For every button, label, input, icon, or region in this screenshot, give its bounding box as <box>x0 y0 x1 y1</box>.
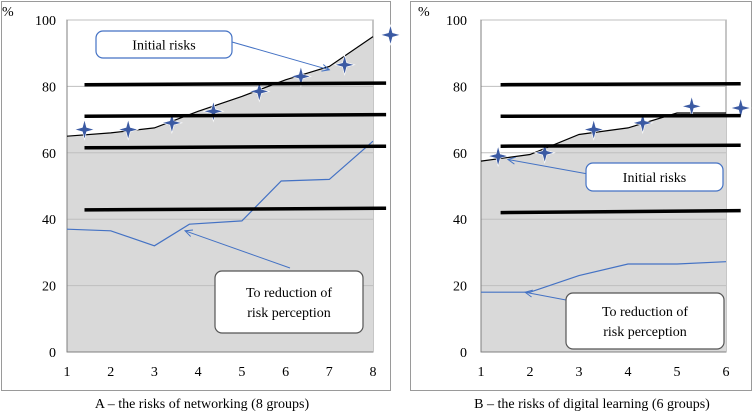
panel-b-callout-reduction-leader <box>525 291 567 301</box>
panel-b-caption: B – the risks of digital learning (6 gro… <box>474 397 710 412</box>
panel-b-series-level-1 <box>500 81 741 87</box>
panel-b-series-initial-risks <box>480 112 726 162</box>
panel-a-caption: A – the risks of networking (8 groups) <box>95 397 310 412</box>
panel-a-callout-initial-risks-arrowhead <box>321 64 331 72</box>
panel-a-x-tick-4: 4 <box>195 365 202 380</box>
panel-b-x-tick-1: 1 <box>478 365 485 380</box>
panel-b-callout-reduction-text-line-2: risk perception <box>603 325 687 340</box>
panel-a-x-tick-3: 3 <box>151 365 158 380</box>
panel-b-y-axis-label: % <box>418 5 430 20</box>
panel-b-star-marker-1 <box>486 144 510 168</box>
panel-b-y-tick-20: 20 <box>453 280 467 295</box>
panel-a-callout-reduction-box <box>214 270 364 334</box>
panel-b-star-marker-3 <box>582 118 605 141</box>
panel-a-y-tick-20: 20 <box>42 280 56 295</box>
panel-a-star-marker-4 <box>202 100 225 123</box>
panel-b-callout-reduction-arrowhead <box>523 289 533 298</box>
panel-a-frame <box>1 1 391 391</box>
panel-a-x-tick-8: 8 <box>370 365 377 380</box>
panel-b-x-tick-3: 3 <box>576 365 583 380</box>
panel-a-callout-initial-risks-text-line-1: Initial risks <box>132 39 195 54</box>
panel-a-star-marker-6 <box>289 65 313 88</box>
panel-a-callout-initial-risks-box <box>95 30 233 59</box>
panel-b-series-to-reduction-of-risk-perception <box>481 261 727 293</box>
panel-a-callout-reduction-leader <box>184 230 291 269</box>
panel-a-callout-reduction-arrowhead <box>183 229 194 237</box>
panel-a-series-to-reduction-of-risk-perception <box>66 140 374 247</box>
panel-a-callout-initial-risks-leader <box>231 41 330 71</box>
panel-b-star-marker-4 <box>631 111 654 135</box>
panel-b-star-marker-2 <box>533 141 556 164</box>
panel-a-x-tick-5: 5 <box>238 365 245 380</box>
panel-b-callout-initial-risks-text-line-1: Initial risks <box>623 171 686 186</box>
panel-a-y-tick-80: 80 <box>42 80 56 95</box>
panel-a-y-tick-100: 100 <box>35 14 56 29</box>
panel-a-y-tick-60: 60 <box>42 147 56 162</box>
panel-a-series-level-3 <box>84 144 387 150</box>
panel-a-x-tick-2: 2 <box>107 365 114 380</box>
panel-b-x-tick-4: 4 <box>625 365 632 380</box>
panel-a-series-level-4 <box>84 206 387 212</box>
panel-a-callout-reduction-text-line-2: risk perception <box>247 306 331 321</box>
panel-a-callout-reduction-text-line-1: To reduction of <box>246 286 332 301</box>
panel-b-callout-reduction-box <box>565 292 725 350</box>
panel-b-star-marker-6 <box>729 96 752 120</box>
panel-a-star-marker-7 <box>333 53 356 76</box>
panel-b-callout-reduction-text-line-1: To reduction of <box>602 305 688 320</box>
panel-b-y-tick-100: 100 <box>446 14 467 29</box>
panel-b-series-level-3 <box>500 143 741 148</box>
panel-a-y-tick-40: 40 <box>42 213 56 228</box>
panel-a-series-level-2 <box>84 112 387 119</box>
panel-a-star-marker-1 <box>73 118 96 141</box>
panel-a-y-axis-label: % <box>2 5 14 20</box>
panel-b-x-tick-5: 5 <box>674 365 681 380</box>
panel-b-callout-initial-risks-box <box>585 162 724 192</box>
panel-b-callout-initial-risks-leader <box>507 158 589 175</box>
panel-a-star-marker-2 <box>117 118 140 141</box>
panel-b-x-tick-6: 6 <box>723 365 730 380</box>
panel-a-series-initial-risks <box>66 36 374 137</box>
panel-a-star-marker-5 <box>248 80 271 103</box>
panel-b-y-tick-80: 80 <box>453 80 467 95</box>
panel-b-series-level-4 <box>500 208 741 215</box>
panel-b-frame <box>410 1 752 391</box>
panel-b-series-level-2 <box>500 113 741 119</box>
panel-b-y-tick-60: 60 <box>453 147 467 162</box>
panel-a-x-tick-1: 1 <box>64 365 71 380</box>
panel-b-plot: 0 20 40 60 80 100 1 2 3 4 5 6% Initial risks To reduc… <box>418 5 752 380</box>
panel-a-x-tick-7: 7 <box>326 365 333 380</box>
panel-a-star-marker-8 <box>379 23 402 47</box>
panel-a-x-tick-6: 6 <box>282 365 289 380</box>
panel-a-y-tick-0: 0 <box>49 346 56 361</box>
panel-b-y-tick-40: 40 <box>453 213 467 228</box>
panel-b-y-tick-0: 0 <box>460 346 467 361</box>
panel-b-x-tick-2: 2 <box>527 365 534 380</box>
panel-a-star-marker-3 <box>160 111 184 135</box>
panel-a-plot: 0 20 40 60 80 100 1 2 3 4 5 6 7 8% Initial risks To red… <box>2 5 402 380</box>
panel-b-callout-initial-risks-arrowhead <box>506 156 516 165</box>
panel-a-series-level-1 <box>84 81 387 87</box>
